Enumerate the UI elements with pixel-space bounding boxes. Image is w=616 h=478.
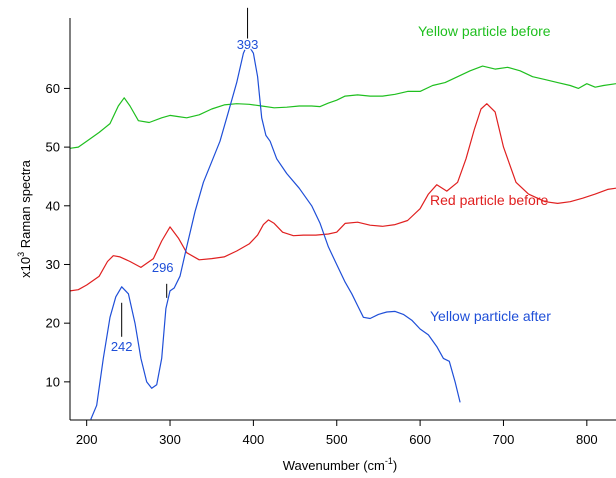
y-tick-label-40: 40 <box>46 198 60 213</box>
series-line-3 <box>90 43 461 420</box>
y-ticks: 10 20 30 40 50 60 <box>46 81 70 389</box>
annotation-label-393: 393 <box>237 37 259 52</box>
y-tick-label-60: 60 <box>46 81 60 96</box>
axes <box>69 18 616 421</box>
x-ticks: 200 300 400 500 600 700 800 <box>76 420 598 447</box>
series-lines <box>70 43 616 420</box>
x-axis-title: Wavenumber (cm-1) <box>283 456 397 473</box>
series-label-1: Yellow particle before <box>418 23 551 39</box>
x-tick-label-200: 200 <box>76 432 98 447</box>
x-tick-label-600: 600 <box>409 432 431 447</box>
series-label-3: Yellow particle after <box>430 308 551 324</box>
x-tick-label-800: 800 <box>576 432 598 447</box>
y-tick-label-50: 50 <box>46 140 60 155</box>
y-tick-label-20: 20 <box>46 316 60 331</box>
series-line-1 <box>70 65 616 149</box>
peak-annotations: 393 296 242 <box>109 7 260 355</box>
x-tick-label-300: 300 <box>159 432 181 447</box>
y-tick-label-30: 30 <box>46 257 60 272</box>
y-axis-title: x103 Raman spectra <box>16 159 33 278</box>
x-tick-label-500: 500 <box>326 432 348 447</box>
y-tick-label-10: 10 <box>46 374 60 389</box>
x-tick-label-400: 400 <box>243 432 265 447</box>
series-label-2: Red particle before <box>430 192 549 208</box>
x-tick-label-700: 700 <box>493 432 515 447</box>
series-labels: Yellow particle before Red particle befor… <box>418 23 551 324</box>
annotation-label-296: 296 <box>152 260 174 275</box>
series-line-2 <box>70 103 616 292</box>
annotation-label-242: 242 <box>111 339 133 354</box>
